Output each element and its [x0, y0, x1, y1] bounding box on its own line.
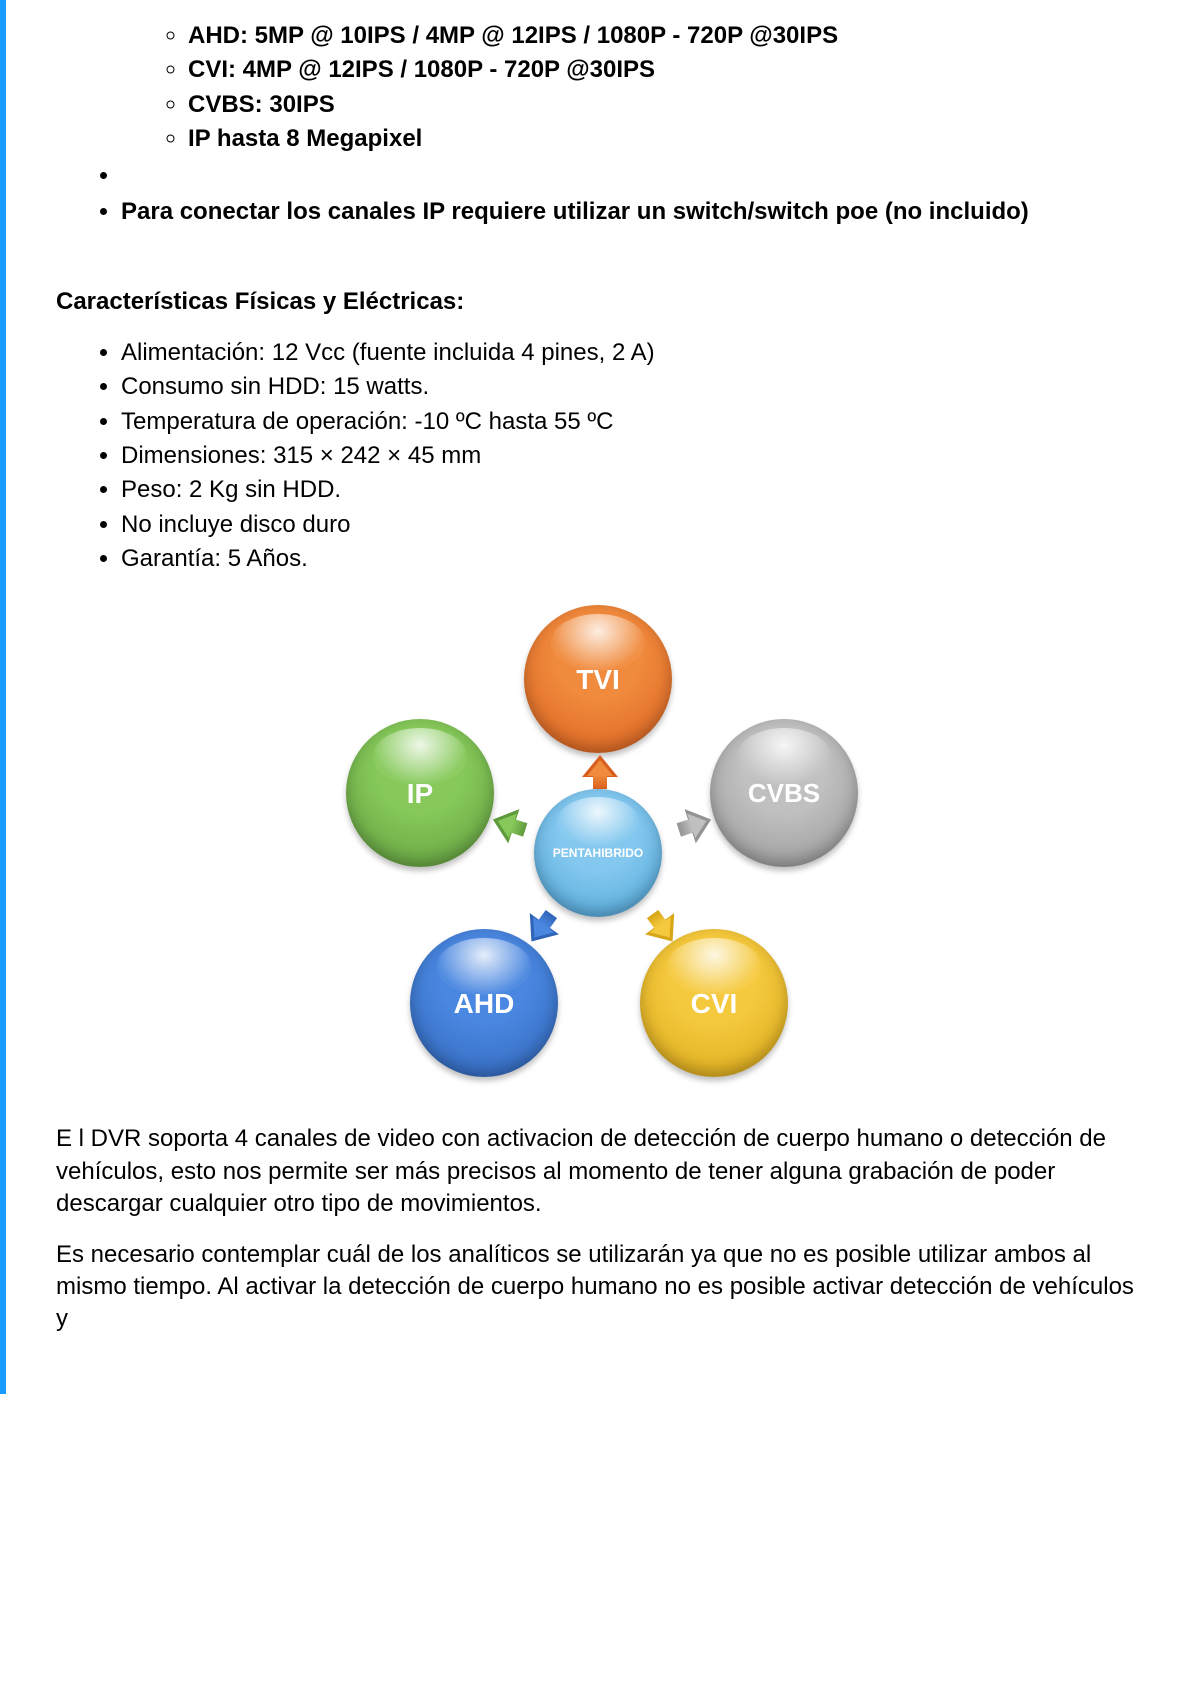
phys-item: Consumo sin HDD: 15 watts. — [121, 371, 1140, 403]
top-spec-inner-container: AHD: 5MP @ 10IPS / 4MP @ 12IPS / 1080P -… — [121, 20, 1140, 156]
diagram-node-label: PENTAHIBRIDO — [553, 845, 643, 861]
diagram-arrow — [582, 755, 618, 791]
phys-item: Alimentación: 12 Vcc (fuente incluida 4 … — [121, 337, 1140, 369]
diagram-node-label: IP — [407, 775, 433, 813]
diagram-node-cvi: CVI — [640, 929, 788, 1077]
diagram-node-label: TVI — [576, 661, 620, 699]
diagram-node-label: CVBS — [748, 776, 820, 811]
diagram-node-label: CVI — [691, 985, 738, 1023]
phys-item: Temperatura de operación: -10 ºC hasta 5… — [121, 406, 1140, 438]
diagram-node-label: AHD — [454, 985, 515, 1023]
phys-heading: Características Físicas y Eléctricas: — [56, 286, 1140, 318]
diagram-node-ip: IP — [346, 719, 494, 867]
phys-item: Dimensiones: 315 × 242 × 45 mm — [121, 440, 1140, 472]
spec-empty-bullet — [121, 160, 1140, 192]
diagram-node-tvi: TVI — [524, 605, 672, 753]
body-paragraph-1: E l DVR soporta 4 canales de video con a… — [56, 1123, 1140, 1220]
top-spec-outer-list: AHD: 5MP @ 10IPS / 4MP @ 12IPS / 1080P -… — [91, 20, 1140, 228]
top-spec-block: AHD: 5MP @ 10IPS / 4MP @ 12IPS / 1080P -… — [56, 20, 1140, 260]
diagram-center-node: PENTAHIBRIDO — [534, 789, 662, 917]
diagram-node-cvbs: CVBS — [710, 719, 858, 867]
diagram-node-ahd: AHD — [410, 929, 558, 1077]
spec-item: IP hasta 8 Megapixel — [188, 123, 1140, 155]
top-spec-inner-list: AHD: 5MP @ 10IPS / 4MP @ 12IPS / 1080P -… — [133, 20, 1140, 156]
diagram-arrow — [671, 803, 716, 848]
phys-item: No incluye disco duro — [121, 509, 1140, 541]
phys-item: Peso: 2 Kg sin HDD. — [121, 474, 1140, 506]
diagram-arrow — [487, 803, 532, 848]
body-paragraph-2: Es necesario contemplar cuál de los anal… — [56, 1239, 1140, 1336]
spec-item: CVI: 4MP @ 12IPS / 1080P - 720P @30IPS — [188, 54, 1140, 86]
phys-list: Alimentación: 12 Vcc (fuente incluida 4 … — [91, 337, 1140, 576]
spec-item: CVBS: 30IPS — [188, 89, 1140, 121]
page: AHD: 5MP @ 10IPS / 4MP @ 12IPS / 1080P -… — [0, 0, 1190, 1394]
spec-item: AHD: 5MP @ 10IPS / 4MP @ 12IPS / 1080P -… — [188, 20, 1140, 52]
spec-note: Para conectar los canales IP requiere ut… — [121, 196, 1140, 228]
pentahibrido-diagram: TVI CVBS CVI AHD IP PENTAHIBRIDO — [56, 599, 1140, 1099]
phys-item: Garantía: 5 Años. — [121, 543, 1140, 575]
